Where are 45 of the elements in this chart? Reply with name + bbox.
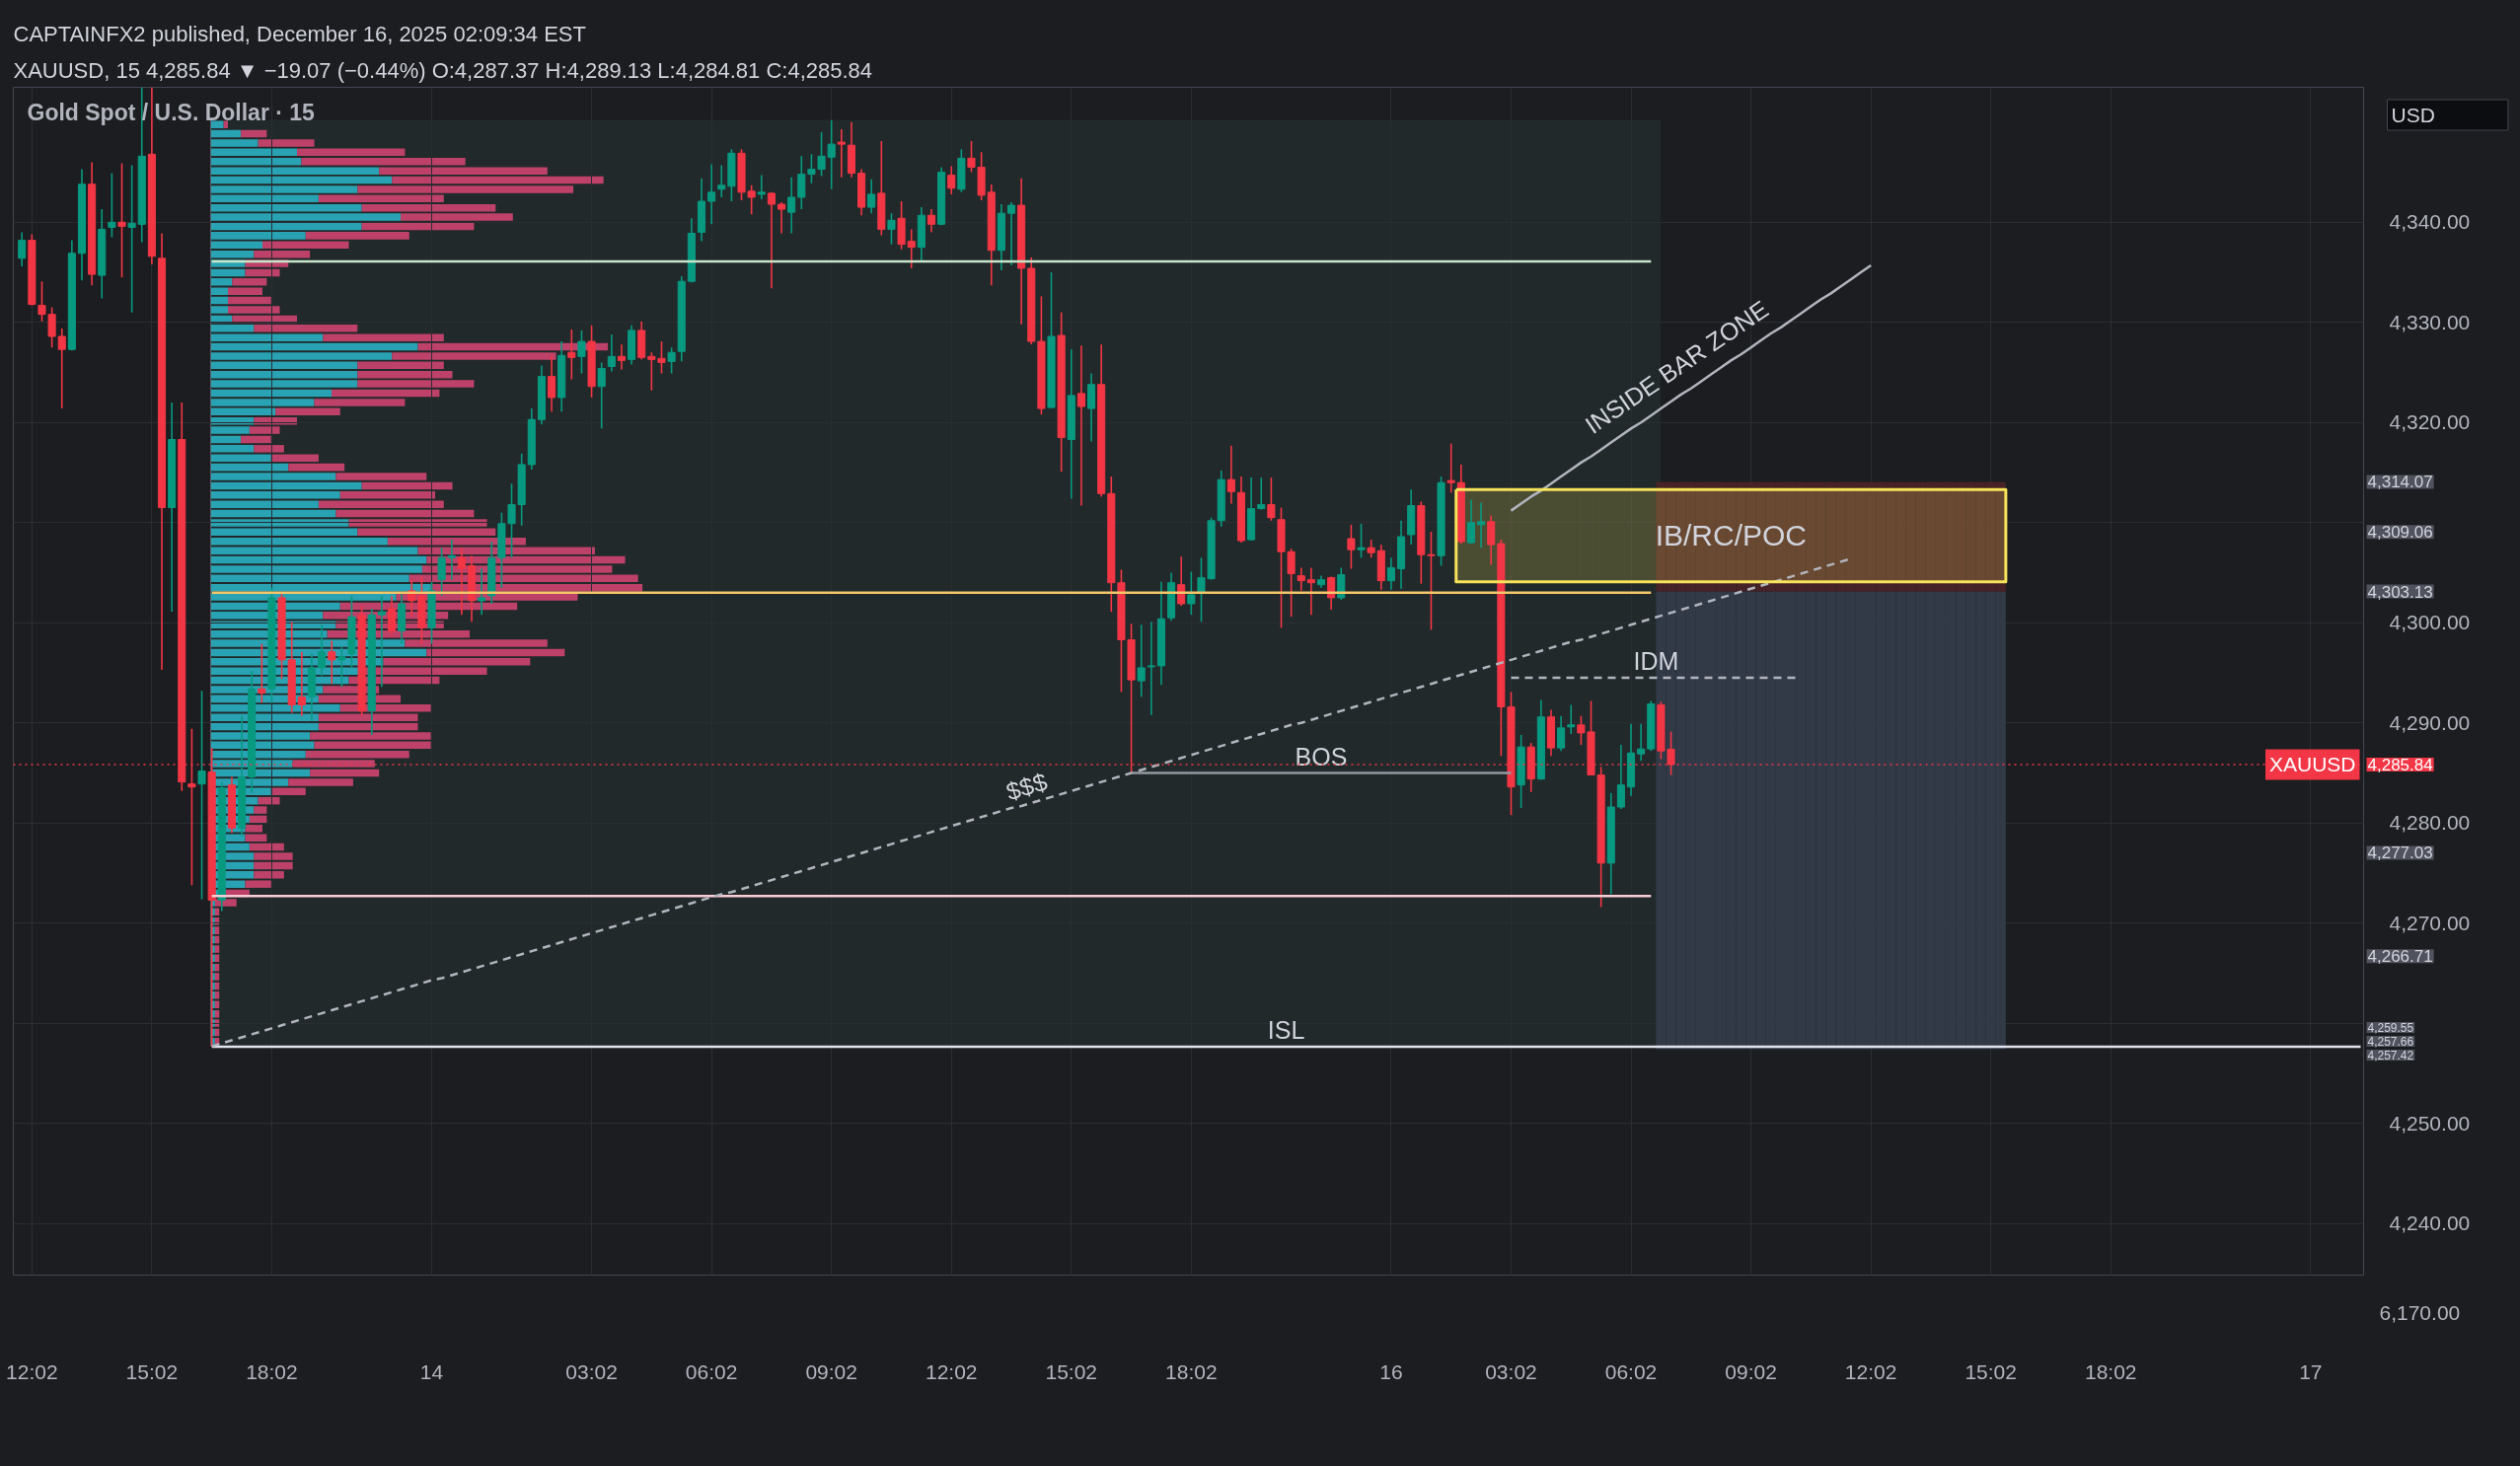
y-tick-label: 4,240.00 [2389, 1211, 2471, 1235]
y-tick-label: 4,340.00 [2389, 210, 2471, 234]
x-tick-label: 12:02 [1844, 1359, 1897, 1383]
text: $$$ [1002, 767, 1051, 806]
series-label: ISL [1267, 1016, 1305, 1044]
y-tick-label: 4,300.00 [2389, 611, 2471, 634]
x-tick-label: 16 [1379, 1359, 1403, 1383]
x-tick-label: 15:02 [125, 1359, 179, 1383]
x-tick-label: 09:02 [1725, 1359, 1777, 1383]
x-tick-label: 06:02 [1604, 1359, 1658, 1383]
x-tick-label: 12:02 [925, 1359, 978, 1383]
x-tick-label: 09:02 [805, 1359, 857, 1383]
text: USD [2391, 104, 2435, 126]
y-tick-label: 4,320.00 [2389, 410, 2471, 434]
y2-tick-label: 4,314.07 [2367, 473, 2433, 492]
series-label: BOS [1295, 742, 1348, 770]
y2-tick-label: 4,257.66 [2367, 1034, 2414, 1049]
x-tick-label: 06:02 [685, 1359, 738, 1383]
x-tick-label: 12:02 [6, 1359, 58, 1383]
ref-line-label: XAUUSD [2268, 753, 2356, 776]
text: XAUUSD, 15 4,285.84 ▼ −19.07 (−0.44%) O:4,287.37 H:4,289.13 L:4,284.81 C:4,285.84 [13, 57, 873, 83]
x-tick-label: 18:02 [2084, 1359, 2137, 1383]
text: CAPTAINFX2 published, December 16, 2025 02:09:34 EST [13, 21, 586, 46]
x-tick-label: 14 [419, 1359, 444, 1383]
y2-tick-label: 4,257.42 [2367, 1048, 2414, 1063]
y2-tick-label: 4,266.71 [2367, 947, 2433, 967]
x-tick-label: 15:02 [1045, 1359, 1098, 1383]
text: Gold Spot / U.S. Dollar · 15 [27, 99, 316, 125]
y-tick-label: 4,280.00 [2389, 811, 2471, 835]
y2-tick-label: 4,277.03 [2367, 843, 2433, 863]
text: 6,170.00 [2379, 1300, 2461, 1324]
y-tick-label: 4,330.00 [2389, 310, 2471, 333]
y2-tick-label: 4,309.06 [2367, 523, 2433, 543]
x-tick-label: 18:02 [1165, 1359, 1218, 1383]
y2-tick-label: 4,259.55 [2367, 1020, 2414, 1035]
y-tick-label: 4,290.00 [2389, 710, 2471, 734]
x-tick-label: 03:02 [1485, 1359, 1537, 1383]
y2-tick-label: 4,303.13 [2367, 582, 2433, 602]
y2-tick-label: 4,285.84 [2367, 755, 2433, 774]
y-tick-label: 4,270.00 [2389, 911, 2471, 934]
x-tick-label: 17 [2299, 1359, 2323, 1383]
x-tick-label: 18:02 [246, 1359, 298, 1383]
x-tick-label: 03:02 [565, 1359, 618, 1383]
x-tick-label: 15:02 [1964, 1359, 2017, 1383]
y-tick-label: 4,250.00 [2389, 1111, 2471, 1135]
